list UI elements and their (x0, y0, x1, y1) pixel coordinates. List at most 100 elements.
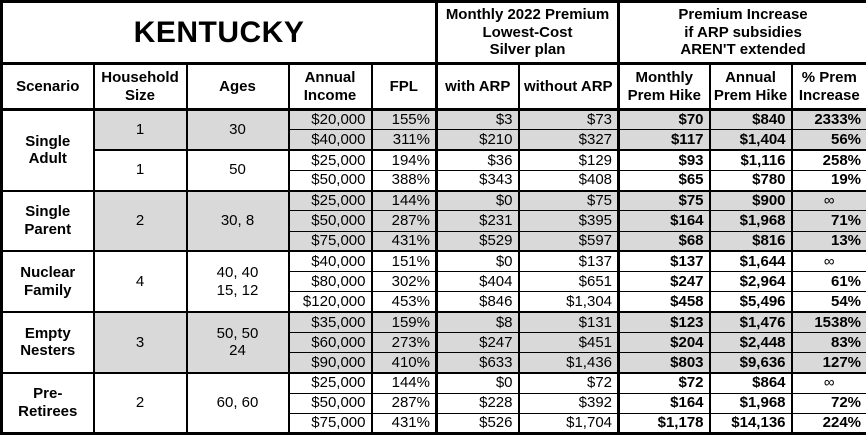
table-row: $90,000 410% $633 $1,436 $803 $9,636 127% (2, 351, 866, 374)
scenario-cell: Nuclear Family (0, 250, 95, 313)
column-header-with-arp: with ARP (435, 63, 520, 111)
column-header-scenario: Scenario (0, 63, 95, 111)
without-arp-cell: $75 (517, 189, 620, 212)
monthly-prem-hike-cell: $65 (617, 169, 711, 192)
pct-prem-increase-cell: 83% (790, 331, 866, 354)
table-row: Empty Nesters 3 50, 50 24 $35,000 159% $8 $131… (0, 310, 866, 374)
table-row: Pre- Retirees 2 60, 60 $25,000 144% $0 $72 $72 $… (0, 371, 866, 434)
with-arp-cell: $529 (435, 230, 520, 252)
with-arp-cell: $247 (435, 331, 520, 354)
without-arp-cell: $392 (517, 392, 620, 414)
pct-prem-increase-cell: 2333% (790, 108, 866, 131)
column-header-without-arp: without ARP (517, 63, 620, 111)
with-arp-cell: $36 (435, 148, 520, 171)
column-header-fpl: FPL (370, 63, 438, 111)
table-row: $40,000 311% $210 $327 $117 $1,404 56% (2, 129, 866, 151)
household-size-cell: 3 (92, 311, 188, 374)
without-arp-cell: $1,704 (517, 412, 620, 435)
monthly-prem-hike-cell: $1,178 (617, 412, 711, 435)
household-size-cell: 1 (92, 149, 188, 191)
annual-income-cell: $80,000 (287, 270, 373, 293)
pct-prem-increase-cell: 72% (790, 392, 866, 414)
scenario-cell: Single Adult (0, 109, 95, 191)
column-header-ages: Ages (185, 63, 290, 111)
fpl-cell: 287% (370, 210, 438, 232)
monthly-prem-hike-cell: $68 (617, 230, 711, 252)
fpl-cell: 144% (370, 189, 438, 212)
fpl-cell: 410% (370, 351, 438, 374)
fpl-cell: 431% (370, 412, 438, 435)
annual-prem-hike-cell: $780 (708, 169, 793, 192)
with-arp-cell: $404 (435, 270, 520, 293)
pct-prem-increase-cell: 71% (790, 210, 866, 232)
fpl-cell: 431% (370, 230, 438, 252)
annual-prem-hike-cell: $840 (708, 108, 793, 131)
household-size-cell: 2 (92, 371, 188, 434)
without-arp-cell: $408 (517, 169, 620, 192)
ages-cell: 60, 60 (185, 371, 290, 434)
annual-income-cell: $25,000 (287, 371, 373, 394)
pct-prem-increase-cell: ∞ (790, 371, 866, 394)
table-row: 1 50 $25,000 194% $36 $129 $93 $1,116 258% (2, 148, 866, 191)
pct-prem-increase-cell: 56% (790, 129, 866, 151)
pct-prem-increase-cell: 258% (790, 148, 866, 171)
fpl-cell: 287% (370, 392, 438, 414)
annual-prem-hike-cell: $864 (708, 371, 793, 394)
annual-income-cell: $50,000 (287, 210, 373, 232)
with-arp-cell: $0 (435, 189, 520, 212)
column-header-row: Scenario Household Size Ages Annual Income F… (0, 63, 866, 111)
annual-income-cell: $25,000 (287, 189, 373, 212)
without-arp-cell: $1,304 (517, 291, 620, 313)
monthly-prem-hike-cell: $70 (617, 108, 711, 131)
household-size-cell: 4 (92, 250, 188, 313)
monthly-prem-hike-cell: $117 (617, 129, 711, 151)
with-arp-cell: $633 (435, 351, 520, 374)
with-arp-cell: $0 (435, 250, 520, 273)
annual-income-cell: $90,000 (287, 351, 373, 374)
column-header-monthly-prem-hike: Monthly Prem Hike (617, 63, 711, 111)
state-title: KENTUCKY (0, 1, 438, 65)
ages-cell: 30 (185, 109, 290, 151)
without-arp-cell: $651 (517, 270, 620, 293)
monthly-prem-hike-cell: $803 (617, 351, 711, 374)
without-arp-cell: $395 (517, 210, 620, 232)
annual-prem-hike-cell: $900 (708, 189, 793, 212)
table-row: $60,000 273% $247 $451 $204 $2,448 83% (2, 331, 866, 354)
table-row: Single Adult 1 30 $20,000 155% $3 $73 $70 $840 23… (0, 108, 866, 191)
without-arp-cell: $1,436 (517, 351, 620, 374)
annual-prem-hike-cell: $1,968 (708, 210, 793, 232)
annual-income-cell: $60,000 (287, 331, 373, 354)
with-arp-cell: $343 (435, 169, 520, 192)
premium-section-header: Monthly 2022 Premium Lowest-Cost Silver … (434, 1, 620, 65)
annual-prem-hike-cell: $1,116 (708, 148, 793, 171)
with-arp-cell: $231 (435, 210, 520, 232)
fpl-cell: 144% (370, 371, 438, 394)
pct-prem-increase-cell: ∞ (790, 250, 866, 273)
table-row: Nuclear Family 4 40, 40 15, 12 $40,000 151% $… (0, 250, 866, 313)
increase-section-header: Premium Increase if ARP subsidies AREN'T… (617, 1, 866, 65)
table-row: $75,000 431% $526 $1,704 $1,178 $14,136 224% (2, 412, 866, 435)
annual-prem-hike-cell: $14,136 (708, 412, 793, 435)
with-arp-cell: $3 (435, 108, 520, 131)
pct-prem-increase-cell: ∞ (790, 189, 866, 212)
monthly-prem-hike-cell: $137 (617, 250, 711, 273)
fpl-cell: 311% (370, 129, 438, 151)
without-arp-cell: $597 (517, 230, 620, 252)
ages-cell: 50, 50 24 (185, 311, 290, 374)
pct-prem-increase-cell: 19% (790, 169, 866, 192)
monthly-prem-hike-cell: $123 (617, 310, 711, 333)
ages-cell: 40, 40 15, 12 (185, 250, 290, 313)
annual-prem-hike-cell: $2,964 (708, 270, 793, 293)
household-size-cell: 1 (92, 109, 188, 151)
without-arp-cell: $72 (517, 371, 620, 394)
with-arp-cell: $846 (435, 291, 520, 313)
title-row: KENTUCKY Monthly 2022 Premium Lowest-Cos… (0, 1, 866, 65)
annual-income-cell: $120,000 (287, 291, 373, 313)
without-arp-cell: $137 (517, 250, 620, 273)
monthly-prem-hike-cell: $247 (617, 270, 711, 293)
fpl-cell: 194% (370, 148, 438, 171)
without-arp-cell: $131 (517, 310, 620, 333)
table-row: Single Parent 2 30, 8 $25,000 144% $0 $75 $75 $9… (0, 189, 866, 252)
table-row: $75,000 431% $529 $597 $68 $816 13% (2, 230, 866, 252)
